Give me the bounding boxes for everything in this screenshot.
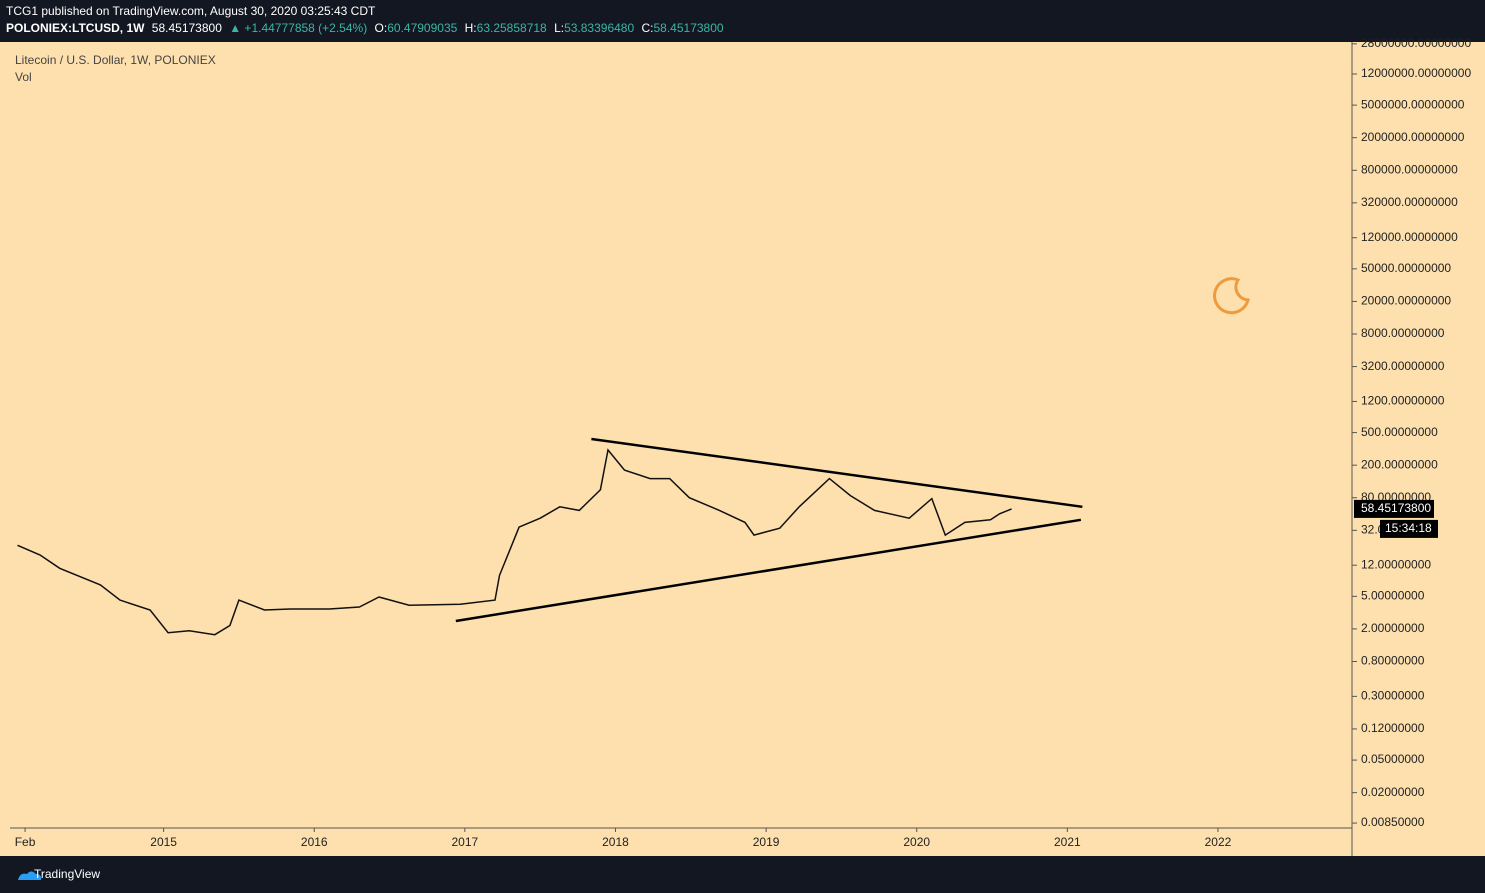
last: 58.45173800 [152,21,222,35]
trendline [455,518,1082,623]
x-tick-label: 2019 [753,835,780,849]
x-tick-label: 2021 [1054,835,1081,849]
y-tick-label: 3200.00000000 [1361,359,1445,373]
ohlc-value: 60.47909035 [387,21,457,35]
y-tick-label: 28000000.00000000 [1361,36,1471,50]
y-tick-label: 50000.00000000 [1361,261,1451,275]
trendline [591,437,1083,509]
y-tick-label: 0.02000000 [1361,785,1425,799]
header-bar [0,0,1485,42]
y-tick-label: 0.80000000 [1361,654,1425,668]
countdown: 15:34:18 [1385,521,1432,535]
y-tick-label: 120000.00000000 [1361,230,1458,244]
change: ▲ +1.44777858 (+2.54%) [229,21,367,35]
chart-title: Litecoin / U.S. Dollar, 1W, POLONIEX [15,53,216,67]
x-tick-label: 2020 [903,835,930,849]
countdown-box [1380,519,1438,538]
x-tick-label: 2015 [150,835,177,849]
ohlc-label: O: [375,21,388,35]
y-tick-label: 200.00000000 [1361,457,1438,471]
x-tick-label: 2022 [1205,835,1232,849]
tradingview-logo [18,871,42,880]
ohlc-value: 53.83396480 [564,21,634,35]
y-tick-label: 8000.00000000 [1361,326,1445,340]
symbol-line: POLONIEX:LTCUSD, 1W 58.45173800 ▲ +1.447… [6,21,724,35]
indicator-label: Vol [15,70,32,84]
price-line [17,448,1012,636]
publisher-line: TCG1 published on TradingView.com, Augus… [6,4,376,18]
chart-background [0,42,1485,856]
ohlc-value: 58.45173800 [654,21,724,35]
y-tick-label: 0.30000000 [1361,689,1425,703]
y-tick-label: 0.00850000 [1361,815,1425,829]
moon-icon [1213,277,1250,315]
last-price-label: 58.45173800 [1361,501,1431,515]
y-tick-label: 12000000.00000000 [1361,66,1471,80]
ohlc-label: C: [642,21,654,35]
ohlc-label: H: [465,21,477,35]
x-tick-label: Feb [15,835,36,849]
y-tick-label: 12.00000000 [1361,557,1431,571]
y-tick-label: 0.05000000 [1361,752,1425,766]
symbol: POLONIEX:LTCUSD, 1W [6,21,145,35]
last-price-box [1354,499,1434,518]
y-tick-label: 20000.00000000 [1361,294,1451,308]
y-tick-label: 2000000.00000000 [1361,130,1465,144]
y-tick-label: 2.00000000 [1361,621,1425,635]
footer-bar [0,856,1485,893]
y-tick-label: 5.00000000 [1361,589,1425,603]
y-tick-label: 1200.00000000 [1361,394,1445,408]
y-tick-label: 0.12000000 [1361,721,1425,735]
x-tick-label: 2018 [602,835,629,849]
x-tick-label: 2016 [301,835,328,849]
ohlc-label: L: [554,21,564,35]
y-tick-label: 500.00000000 [1361,425,1438,439]
x-tick-label: 2017 [452,835,479,849]
y-tick-label: 5000000.00000000 [1361,97,1465,111]
y-tick-label: 800000.00000000 [1361,162,1458,176]
brand: TradingView [34,867,100,881]
y-tick-label: 320000.00000000 [1361,195,1458,209]
ohlc-value: 63.25858718 [477,21,547,35]
